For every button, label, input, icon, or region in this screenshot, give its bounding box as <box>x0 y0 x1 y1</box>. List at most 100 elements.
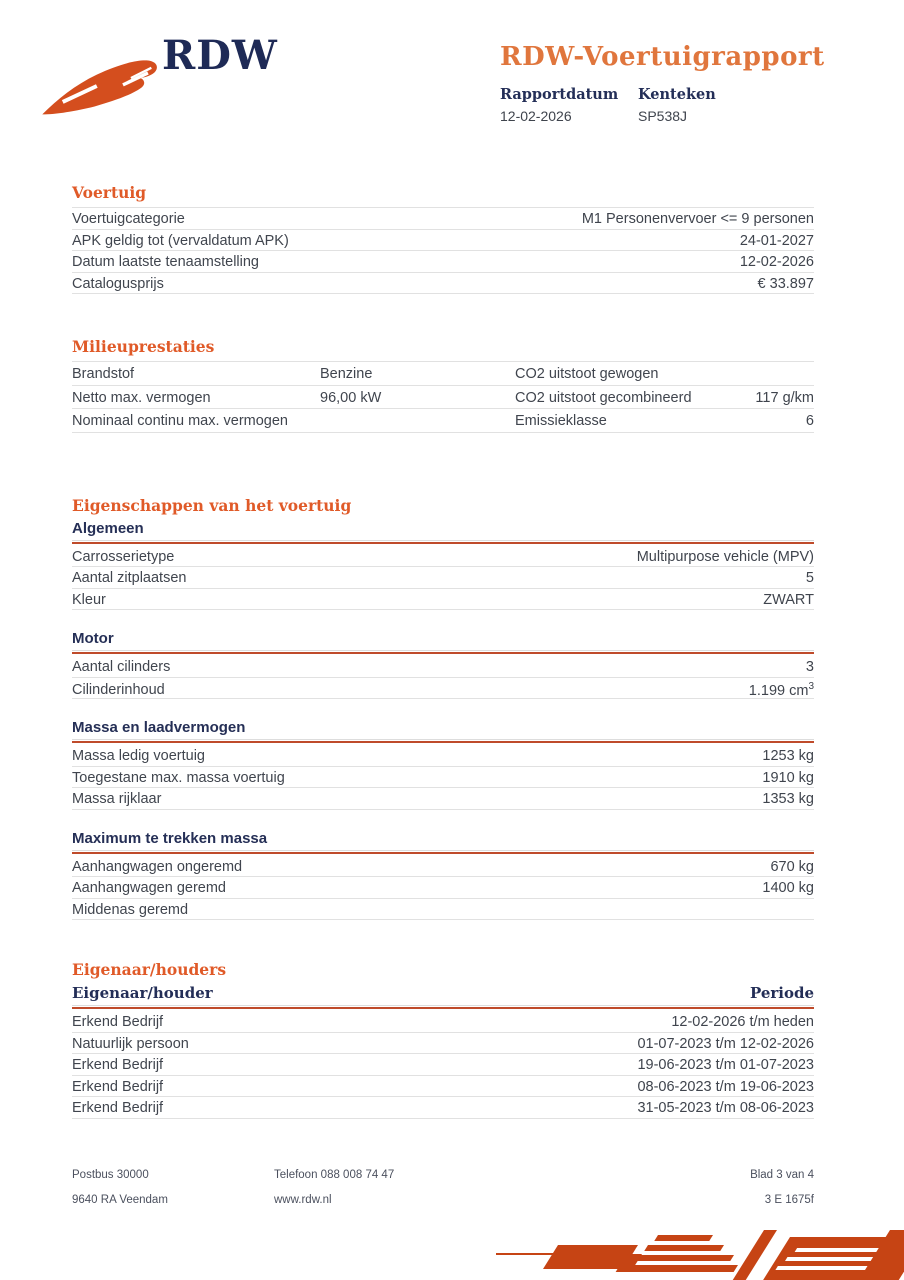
owner-cell: Natuurlijk persoon <box>72 1035 189 1052</box>
table-row: Massa ledig voertuig 1253 kg <box>72 745 814 767</box>
report-date-value: 12-02-2026 <box>500 108 572 124</box>
section-rule <box>72 1007 814 1009</box>
page-title: RDW-Voertuigrapport <box>500 42 825 72</box>
row-label: Massa ledig voertuig <box>72 748 205 764</box>
subsection-algemeen: Algemeen Carrosserietype Multipurpose ve… <box>72 520 814 610</box>
row-label: Netto max. vermogen <box>72 389 211 406</box>
table-row: Datum laatste tenaamstelling 12-02-2026 <box>72 251 814 273</box>
table-row: Nominaal continu max. vermogen Emissiekl… <box>72 409 814 433</box>
row-label: Voertuigcategorie <box>72 211 185 227</box>
section-voertuig: Voertuig Voertuigcategorie M1 Personenve… <box>72 183 814 294</box>
row-value: 1353 kg <box>762 791 814 807</box>
table-row: Erkend Bedrijf 31-05-2023 t/m 08-06-2023 <box>72 1097 814 1119</box>
footer-city: 9640 RA Veendam <box>72 1194 168 1206</box>
section-milieuprestaties: Milieuprestaties Brandstof Benzine CO2 u… <box>72 337 814 433</box>
owners-table-header: Eigenaar/houder Periode <box>72 984 814 1006</box>
row-label: Aanhangwagen ongeremd <box>72 858 243 875</box>
row-label: Aanhangwagen geremd <box>72 880 226 896</box>
table-row: Aantal cilinders 3 <box>72 656 814 678</box>
row-value: 1400 kg <box>762 880 814 896</box>
table-row: Kleur ZWART <box>72 589 814 610</box>
footer-doc-code: 3 E 1675f <box>764 1194 814 1206</box>
report-body: Voertuig Voertuigcategorie M1 Personenve… <box>72 183 814 1119</box>
period-cell: 08-06-2023 t/m 19-06-2023 <box>637 1078 814 1095</box>
table-row: Netto max. vermogen 96,00 kW CO2 uitstoo… <box>72 386 814 409</box>
table-row: Voertuigcategorie M1 Personenvervoer <= … <box>72 208 814 230</box>
row-value: 6 <box>805 413 814 429</box>
owners-table: Erkend Bedrijf 12-02-2026 t/m heden Natu… <box>72 1011 814 1119</box>
row-label: Kleur <box>72 591 106 608</box>
section-heading: Eigenaar/houders <box>72 960 227 979</box>
row-value: 3 <box>805 659 814 675</box>
table-row: Erkend Bedrijf 19-06-2023 t/m 01-07-2023 <box>72 1054 814 1076</box>
stripe-shape <box>634 1255 734 1261</box>
period-cell: 01-07-2023 t/m 12-02-2026 <box>637 1035 814 1052</box>
row-value: ZWART <box>763 591 814 608</box>
row-label: Brandstof <box>72 366 135 382</box>
title-block: RDW-Voertuigrapport Rapportdatum 12-02-2… <box>500 42 860 124</box>
subsection-trekken-massa: Maximum te trekken massa Aanhangwagen on… <box>72 830 814 920</box>
table-row: Aantal zitplaatsen 5 <box>72 567 814 589</box>
row-label: APK geldig tot (vervaldatum APK) <box>72 232 289 249</box>
row-label: Datum laatste tenaamstelling <box>72 254 259 270</box>
table-row: Cilinderinhoud 1.199 cm3 <box>72 678 814 699</box>
row-value: 1.199 cm3 <box>748 680 814 699</box>
section-heading: Milieuprestaties <box>72 337 215 356</box>
row-label: Toegestane max. massa voertuig <box>72 769 285 786</box>
footer-phone: Telefoon 088 008 74 47 <box>274 1169 395 1181</box>
license-plate-label: Kenteken <box>638 86 716 103</box>
row-label: Emissieklasse <box>515 413 607 429</box>
period-cell: 19-06-2023 t/m 01-07-2023 <box>637 1057 814 1073</box>
footer-page-number: Blad 3 van 4 <box>750 1169 814 1181</box>
stripe-shape <box>654 1235 713 1241</box>
section-rule <box>72 652 814 654</box>
table-row: Erkend Bedrijf 08-06-2023 t/m 19-06-2023 <box>72 1076 814 1097</box>
row-value: 24-01-2027 <box>739 232 814 249</box>
row-value: 1253 kg <box>762 748 814 764</box>
table-row: Catalogusprijs € 33.897 <box>72 273 814 294</box>
row-value: 12-02-2026 <box>739 254 814 270</box>
row-label: Aantal cilinders <box>72 659 171 675</box>
section-rule <box>72 741 814 743</box>
row-label: Nominaal continu max. vermogen <box>72 413 288 429</box>
column-header-period: Periode <box>749 984 814 1002</box>
stripe-shape <box>496 1253 566 1255</box>
license-plate-value: SP538J <box>638 108 688 124</box>
footer-website: www.rdw.nl <box>274 1194 332 1206</box>
section-rule <box>72 541 814 544</box>
row-label: Catalogusprijs <box>72 275 164 292</box>
row-label: Aantal zitplaatsen <box>72 570 187 586</box>
decorative-stripes-graphic <box>492 1230 904 1280</box>
table-row: Massa rijklaar 1353 kg <box>72 788 814 810</box>
owner-cell: Erkend Bedrijf <box>72 1100 164 1116</box>
column-header-owner: Eigenaar/houder <box>72 984 213 1002</box>
table-row: Aanhangwagen geremd 1400 kg <box>72 877 814 899</box>
row-value: € 33.897 <box>757 275 814 292</box>
report-header: RDW RDW-Voertuigrapport Rapportdatum 12-… <box>0 0 904 150</box>
table-row: Toegestane max. massa voertuig 1910 kg <box>72 767 814 788</box>
subsection-title: Motor <box>72 630 814 651</box>
row-value: 117 g/km <box>755 389 814 406</box>
section-heading: Eigenschappen van het voertuig <box>72 495 352 515</box>
section-heading: Voertuig <box>72 183 147 202</box>
table-row: Carrosserietype Multipurpose vehicle (MP… <box>72 546 814 567</box>
subsection-massa: Massa en laadvermogen Massa ledig voertu… <box>72 719 814 810</box>
table-row: Brandstof Benzine CO2 uitstoot gewogen <box>72 362 814 386</box>
logo-wordmark: RDW <box>162 32 278 79</box>
row-value: M1 Personenvervoer <= 9 personen <box>581 211 814 227</box>
row-label: Massa rijklaar <box>72 791 162 807</box>
subsection-title: Algemeen <box>72 520 814 541</box>
table-row: APK geldig tot (vervaldatum APK) 24-01-2… <box>72 230 814 251</box>
section-eigenaar-houders: Eigenaar/houders Eigenaar/houder Periode… <box>72 960 814 1119</box>
row-value: Multipurpose vehicle (MPV) <box>636 548 814 565</box>
stripe-shape <box>615 1265 738 1272</box>
owner-cell: Erkend Bedrijf <box>72 1078 164 1095</box>
row-value: 1910 kg <box>762 769 814 786</box>
row-value: 96,00 kW <box>320 389 382 406</box>
row-label: Middenas geremd <box>72 901 189 918</box>
table-row: Erkend Bedrijf 12-02-2026 t/m heden <box>72 1011 814 1033</box>
row-value: 5 <box>805 570 814 586</box>
subsection-title: Maximum te trekken massa <box>72 830 814 851</box>
report-date-label: Rapportdatum <box>500 86 619 103</box>
owner-cell: Erkend Bedrijf <box>72 1057 164 1073</box>
